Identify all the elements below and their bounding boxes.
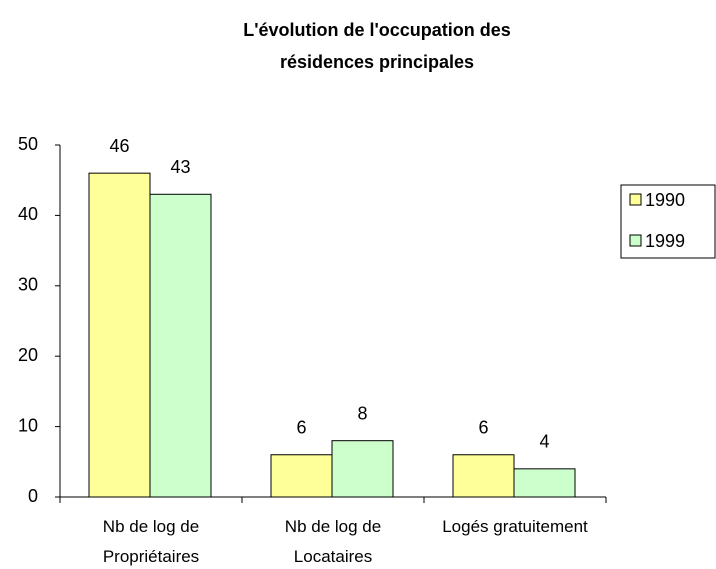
value-label: 6 xyxy=(478,418,488,438)
bar xyxy=(88,172,151,498)
bar xyxy=(331,440,394,498)
y-tick-label: 50 xyxy=(18,134,38,154)
bar xyxy=(513,468,576,498)
legend-label: 1999 xyxy=(645,231,685,251)
value-label: 46 xyxy=(109,136,129,156)
y-tick-label: 10 xyxy=(18,415,38,435)
x-tick-label: Logés gratuitement xyxy=(442,517,588,536)
chart-title: L'évolution de l'occupation des résidenc… xyxy=(243,20,511,72)
y-tick-label: 40 xyxy=(18,204,38,224)
value-label: 6 xyxy=(296,418,306,438)
y-tick-label: 30 xyxy=(18,275,38,295)
x-tick-label: Nb de log de Locataires xyxy=(284,517,382,566)
y-tick-label: 0 xyxy=(28,486,38,506)
legend-swatch xyxy=(629,234,642,247)
value-label: 43 xyxy=(170,157,190,177)
bar xyxy=(149,193,212,498)
value-label: 8 xyxy=(357,403,367,423)
y-tick-label: 20 xyxy=(18,345,38,365)
x-tick-label: Nb de log de Propriétaires xyxy=(102,517,200,566)
bar xyxy=(270,454,333,498)
legend-label: 1990 xyxy=(645,190,685,210)
legend-swatch xyxy=(629,193,642,206)
bar xyxy=(452,454,515,498)
value-label: 4 xyxy=(539,432,549,452)
